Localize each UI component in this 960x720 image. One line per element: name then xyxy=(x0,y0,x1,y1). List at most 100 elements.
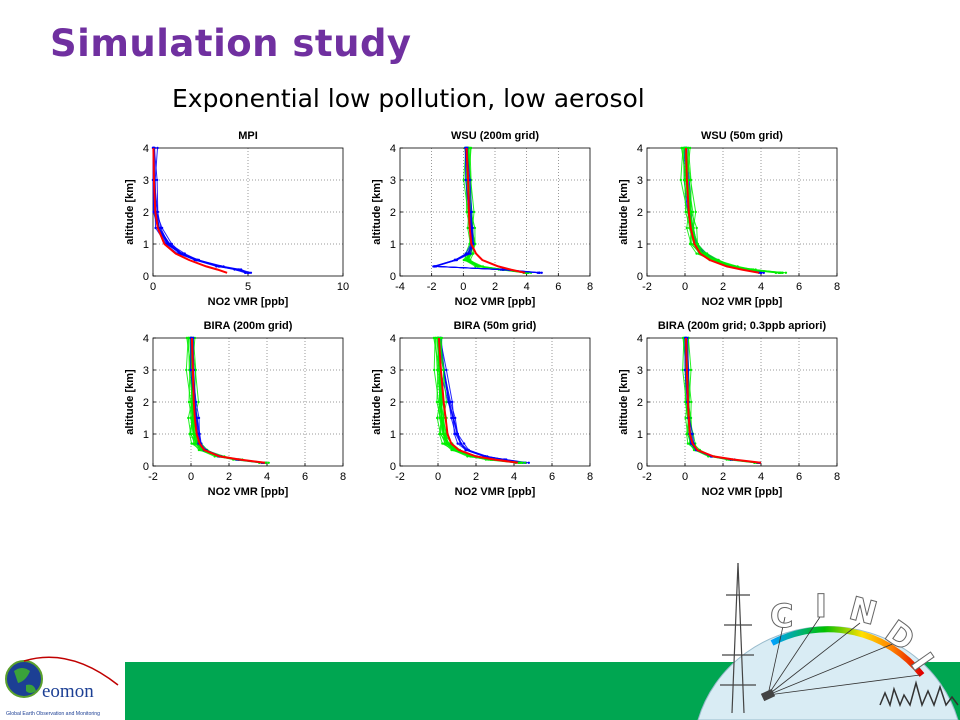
data-point xyxy=(442,368,445,372)
x-tick-label: -2 xyxy=(395,471,405,483)
x-tick-label: 0 xyxy=(682,281,688,293)
subplot-title: BIRA (200m grid; 0.3ppb apriori) xyxy=(658,320,827,332)
data-point xyxy=(446,442,449,445)
x-tick-label: 8 xyxy=(587,471,593,483)
y-axis-label: altitude [km] xyxy=(618,369,630,435)
data-point xyxy=(462,178,465,182)
data-point xyxy=(686,442,690,445)
x-axis-label: NO2 VMR [ppb] xyxy=(208,486,289,498)
instrument-tower xyxy=(720,562,756,714)
data-point xyxy=(682,178,686,182)
series-3 xyxy=(685,147,760,274)
x-tick-label: 6 xyxy=(302,471,308,483)
cindi-letter-n: N xyxy=(845,589,881,633)
data-point xyxy=(468,178,472,182)
data-point xyxy=(472,210,476,214)
y-tick-label: 4 xyxy=(143,333,149,345)
data-point xyxy=(433,265,436,268)
y-tick-label: 4 xyxy=(637,333,643,345)
data-point xyxy=(455,258,459,262)
geomon-wordmark: eomon xyxy=(42,681,94,702)
data-point xyxy=(465,258,468,262)
series-line xyxy=(434,147,542,274)
x-tick-label: -2 xyxy=(642,471,652,483)
x-tick-label: 6 xyxy=(796,281,802,293)
y-tick-label: 2 xyxy=(390,207,396,219)
data-point xyxy=(152,210,155,214)
data-point xyxy=(472,242,475,246)
series-line xyxy=(190,337,266,464)
x-tick-label: 8 xyxy=(340,471,346,483)
data-point xyxy=(436,368,439,372)
x-tick-label: 0 xyxy=(150,281,156,293)
data-point xyxy=(456,432,459,436)
data-point xyxy=(456,442,459,445)
plot-area xyxy=(152,337,344,467)
data-point xyxy=(469,252,472,255)
data-point xyxy=(473,226,477,230)
data-point xyxy=(439,432,442,436)
data-point xyxy=(187,416,190,420)
data-point xyxy=(195,416,199,420)
data-point xyxy=(784,271,788,274)
x-tick-label: 8 xyxy=(834,471,840,483)
y-tick-label: 2 xyxy=(390,397,396,409)
y-tick-label: 0 xyxy=(143,461,149,473)
y-tick-label: 4 xyxy=(637,143,643,155)
geomon-logo: eomon Global Earth Observation and Monit… xyxy=(5,656,119,717)
data-point xyxy=(180,252,184,255)
y-tick-label: 3 xyxy=(390,365,396,377)
data-point xyxy=(689,178,692,182)
data-point xyxy=(692,226,695,230)
data-point xyxy=(193,432,196,436)
data-point xyxy=(680,146,683,150)
subplot-1: 0 5 10 0 1 2 3 4 MPI NO2 VMR [ppb] altitude [km] xyxy=(124,130,349,308)
y-axis-label: altitude [km] xyxy=(124,179,136,245)
data-point xyxy=(194,400,198,404)
data-point xyxy=(695,226,698,230)
y-tick-label: 4 xyxy=(390,333,396,345)
plot-area xyxy=(646,147,838,277)
y-tick-label: 2 xyxy=(143,207,149,219)
data-point xyxy=(440,336,444,340)
y-axis-label: altitude [km] xyxy=(371,179,383,245)
data-point xyxy=(185,368,188,372)
x-tick-label: 6 xyxy=(796,471,802,483)
data-point xyxy=(435,400,439,404)
data-point xyxy=(155,178,159,182)
series-line xyxy=(439,337,529,464)
data-point xyxy=(679,178,682,182)
slide-subtitle: Exponential low pollution, low aerosol xyxy=(172,84,645,113)
data-point xyxy=(691,432,694,436)
y-tick-label: 0 xyxy=(637,271,643,283)
data-point xyxy=(450,416,453,420)
series-line xyxy=(437,337,518,464)
data-point xyxy=(688,146,692,150)
subplot-title: MPI xyxy=(238,130,258,142)
y-tick-label: 3 xyxy=(143,365,149,377)
x-tick-label: -2 xyxy=(148,471,158,483)
y-axis-label: altitude [km] xyxy=(618,179,630,245)
data-point xyxy=(466,226,469,230)
series-3 xyxy=(685,337,762,464)
data-point xyxy=(470,210,473,214)
series-line xyxy=(685,147,760,274)
data-point xyxy=(185,336,188,340)
data-point xyxy=(462,442,466,445)
series-line xyxy=(154,147,249,274)
data-point xyxy=(451,400,454,404)
data-point xyxy=(694,210,697,214)
data-point xyxy=(681,368,684,372)
y-tick-label: 3 xyxy=(637,365,643,377)
data-point xyxy=(695,252,698,255)
data-point xyxy=(189,368,192,372)
data-point xyxy=(690,210,693,214)
subplot-title: BIRA (50m grid) xyxy=(454,320,537,332)
data-point xyxy=(690,400,693,404)
x-tick-label: 2 xyxy=(720,281,726,293)
y-axis-label: altitude [km] xyxy=(371,369,383,435)
x-tick-label: 6 xyxy=(555,281,561,293)
